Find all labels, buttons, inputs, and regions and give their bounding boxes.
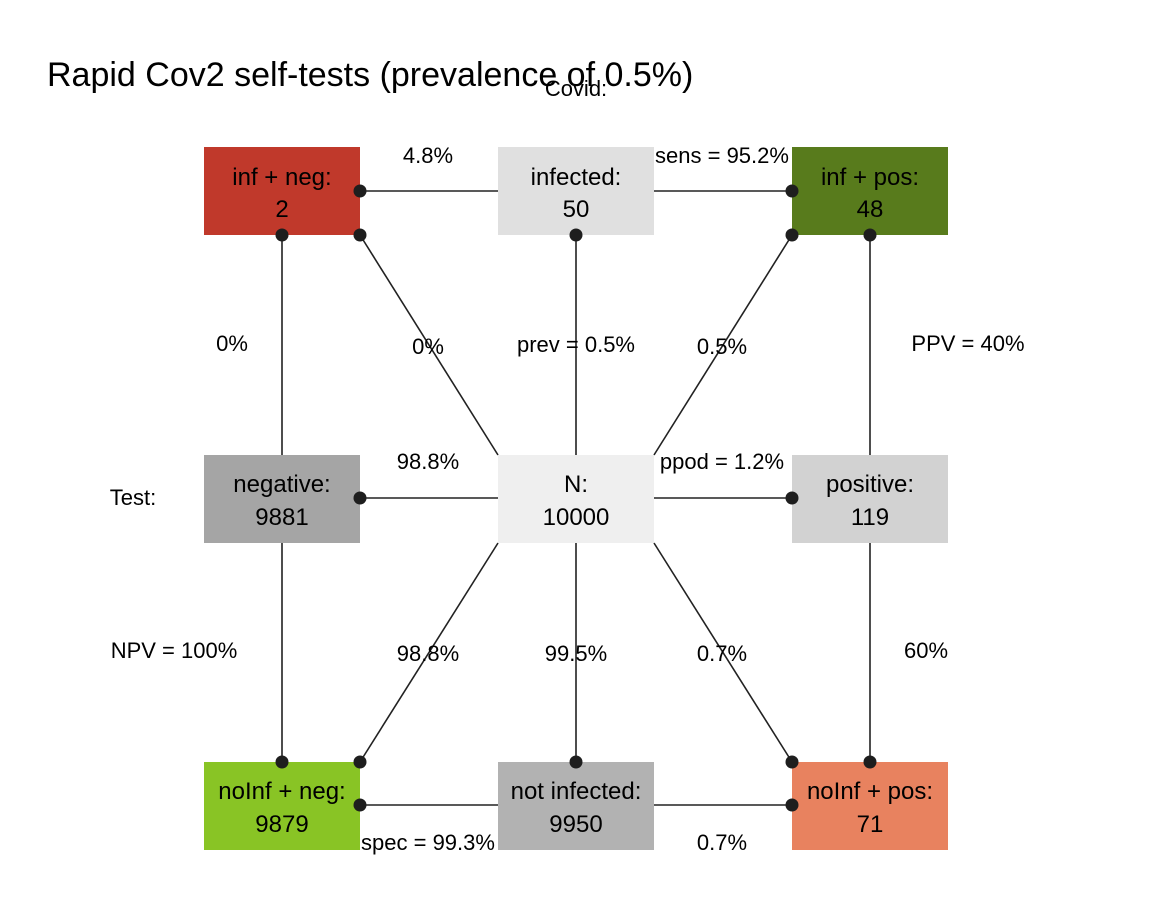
edge-label-diag-ll: 98.8% [397,641,459,666]
edge-dot [569,228,583,242]
test-dimension-label: Test: [110,485,156,510]
edge-label-top-left: 4.8% [403,143,453,168]
negative-box [204,455,360,543]
total-n-box [498,455,654,543]
edge-label-diag-ur: 0.5% [697,334,747,359]
noinf-pos-label: noInf + pos: [807,778,933,805]
inf-pos-box [792,147,948,235]
edge-label-ppv: PPV = 40% [911,331,1024,356]
inf-pos-value: 48 [857,196,884,223]
edge-label-mid-left: 98.8% [397,449,459,474]
noinf-neg-box [204,762,360,850]
chart-title: Rapid Cov2 self-tests (prevalence of 0.5… [47,56,693,94]
edge-label-left-upper: 0% [216,331,248,356]
edge-infneg-n [359,234,499,456]
edge-label-npv: NPV = 100% [111,638,238,663]
not-infected-value: 9950 [549,811,602,838]
positive-box [792,455,948,543]
inf-pos-label: inf + pos: [821,164,919,191]
infected-box [498,147,654,235]
infected-value: 50 [563,196,590,223]
noinf-neg-value: 9879 [255,811,308,838]
inf-neg-value: 2 [275,196,288,223]
edge-dot [863,228,877,242]
edge-endpoints [275,184,877,812]
edge-dot [785,491,799,505]
edge-label-right-lower: 60% [904,638,948,663]
edge-dot [785,798,799,812]
noinf-pos-box [792,762,948,850]
edge-label-prev: prev = 0.5% [517,332,635,357]
not-infected-label: not infected: [511,778,642,805]
edge-dot [353,798,367,812]
edge-dot [353,755,367,769]
inf-neg-box [204,147,360,235]
total-n-label: N: [564,471,588,498]
edge-n-noinfpos [653,542,793,763]
edge-label-center-down: 99.5% [545,641,607,666]
edge-dot [785,228,799,242]
edge-label-ppod: ppod = 1.2% [660,449,784,474]
edge-dot [569,755,583,769]
edge-dot [353,491,367,505]
edge-dot [785,184,799,198]
positive-value: 119 [851,504,889,531]
negative-label: negative: [233,471,330,498]
inf-neg-label: inf + neg: [232,164,331,191]
edge-label-diag-lr: 0.7% [697,641,747,666]
not-infected-box [498,762,654,850]
edge-dot [275,755,289,769]
edge-dot [863,755,877,769]
positive-label: positive: [826,471,914,498]
edge-dot [353,228,367,242]
edge-dot [353,184,367,198]
edge-label-spec: spec = 99.3% [361,830,495,855]
infected-label: infected: [531,164,622,191]
edge-n-noinfneg [359,542,499,763]
noinf-pos-value: 71 [857,811,884,838]
covid-dimension-label: Covid: [545,76,607,101]
edge-infpos-n [653,234,793,456]
edge-label-sens: sens = 95.2% [655,143,789,168]
noinf-neg-label: noInf + neg: [218,778,345,805]
edge-dot [785,755,799,769]
edges [281,190,871,806]
edge-label-diag-ul: 0% [412,334,444,359]
negative-value: 9881 [255,504,308,531]
total-n-value: 10000 [543,504,610,531]
edge-label-bottom-right: 0.7% [697,830,747,855]
edge-dot [275,228,289,242]
